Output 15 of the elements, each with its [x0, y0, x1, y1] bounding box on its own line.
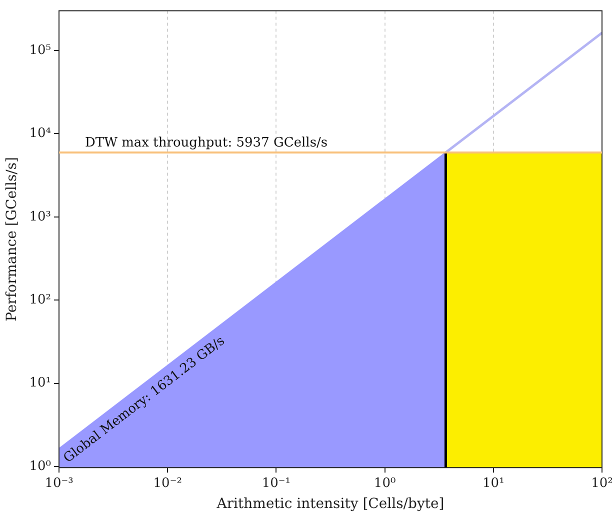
x-tick-label: 10⁰	[374, 476, 396, 491]
x-tick-label: 10⁻¹	[262, 476, 291, 491]
y-tick-label: 10⁰	[29, 458, 51, 474]
x-tick-label: 10²	[591, 476, 613, 491]
x-axis-title: Arithmetic intensity [Cells/byte]	[216, 496, 444, 512]
y-axis-title: Performance [GCells/s]	[4, 156, 20, 322]
y-tick-label: 10²	[29, 292, 51, 308]
y-tick-label: 10¹	[29, 376, 51, 391]
x-tick-label: 10¹	[482, 476, 504, 491]
ref-line-label: DTW max throughput: 5937 GCells/s	[85, 135, 328, 150]
x-tick-label: 10⁻²	[153, 476, 182, 491]
y-tick-label: 10⁴	[29, 126, 51, 142]
y-tick-label: 10⁵	[29, 42, 51, 58]
x-tick-label: 10⁻³	[44, 476, 74, 491]
y-tick-label: 10³	[29, 209, 51, 224]
